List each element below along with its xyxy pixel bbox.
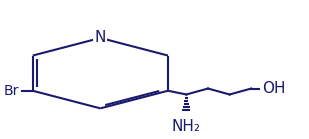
- Text: OH: OH: [262, 81, 285, 96]
- Text: NH₂: NH₂: [172, 119, 201, 134]
- Text: Br: Br: [4, 84, 19, 98]
- Text: N: N: [95, 30, 106, 45]
